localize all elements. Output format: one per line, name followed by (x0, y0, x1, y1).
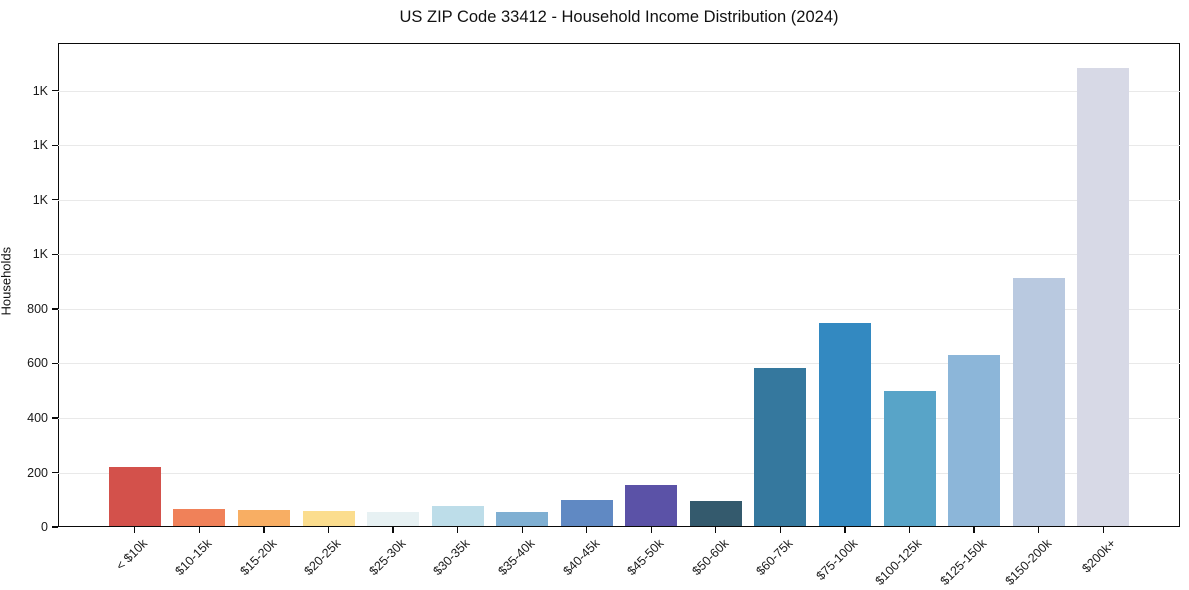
x-tick-label: $30-35k (430, 536, 473, 579)
x-tick-mark (327, 527, 330, 533)
y-tick-mark (52, 308, 58, 310)
bar-13 (883, 390, 936, 526)
gridline-1600 (58, 90, 1180, 92)
y-tick-mark (52, 144, 58, 146)
y-tick-mark (52, 362, 58, 365)
gridline-600 (58, 363, 1180, 365)
x-tick-mark (198, 527, 201, 533)
gridline-1400 (58, 145, 1180, 147)
y-tick-label: 0 (41, 520, 48, 534)
x-tick-mark (715, 527, 717, 533)
x-tick-label: < $10k (113, 536, 151, 573)
bar-9 (625, 484, 678, 526)
y-tick-label: 1K (32, 138, 48, 153)
y-tick-label: 800 (27, 301, 48, 316)
gridline-1000 (58, 254, 1180, 256)
gridline-1200 (58, 199, 1180, 201)
y-tick-mark (52, 526, 58, 528)
bar-8 (560, 500, 613, 526)
y-tick-mark (52, 253, 58, 255)
y-tick-label: 1K (32, 192, 48, 207)
bar-3 (237, 510, 290, 526)
y-tick-mark (52, 471, 58, 474)
x-tick-label: $25-30k (366, 536, 409, 579)
x-tick-label: $125-150k (937, 536, 990, 588)
x-tick-mark (650, 527, 652, 533)
bar-6 (431, 505, 484, 526)
x-tick-mark (263, 527, 265, 533)
x-tick-mark (456, 527, 459, 533)
y-tick-label: 400 (27, 410, 48, 425)
x-tick-label: $75-100k (813, 536, 861, 584)
bar-1 (108, 467, 161, 526)
x-tick-mark (973, 527, 975, 533)
chart-title: US ZIP Code 33412 - Household Income Dis… (399, 8, 839, 26)
x-tick-label: $15-20k (237, 536, 280, 579)
x-tick-label: $45-50k (624, 536, 667, 579)
x-tick-mark (521, 527, 523, 533)
x-tick-mark (844, 527, 846, 533)
x-tick-mark (134, 527, 136, 533)
x-tick-label: $60-75k (753, 536, 796, 579)
bar-15 (1012, 277, 1065, 526)
bar-4 (302, 511, 355, 526)
x-tick-mark (908, 527, 911, 533)
gridline-800 (58, 308, 1180, 310)
x-tick-label: $35-40k (495, 536, 538, 579)
x-tick-label: $10-15k (172, 536, 215, 579)
y-tick-label: 1K (32, 247, 48, 262)
bar-7 (496, 511, 549, 526)
x-tick-label: $50-60k (689, 536, 732, 579)
x-tick-label: $200k+ (1079, 536, 1119, 576)
x-tick-label: $150-200k (1002, 536, 1054, 588)
x-tick-label: $40-45k (560, 536, 602, 579)
bar-16 (1077, 67, 1130, 526)
gridline-400 (58, 417, 1180, 419)
x-tick-label: $20-25k (301, 536, 344, 579)
gridline-200 (58, 472, 1180, 474)
y-tick-label: 600 (27, 356, 48, 371)
bar-12 (818, 322, 871, 526)
y-tick-mark (52, 90, 58, 92)
bar-5 (367, 511, 420, 526)
x-tick-label: $100-125k (873, 536, 925, 588)
y-tick-mark (52, 199, 58, 201)
x-tick-mark (586, 527, 588, 533)
x-tick-mark (392, 527, 394, 533)
y-tick-label: 200 (27, 465, 48, 480)
x-tick-mark (1037, 527, 1040, 533)
x-tick-mark (1102, 527, 1104, 533)
bar-14 (948, 355, 1001, 526)
y-tick-mark (52, 417, 58, 419)
y-tick-label: 1K (32, 83, 48, 98)
bar-11 (754, 367, 807, 526)
x-tick-mark (779, 527, 782, 533)
bar-10 (689, 501, 742, 526)
bar-2 (173, 509, 226, 526)
